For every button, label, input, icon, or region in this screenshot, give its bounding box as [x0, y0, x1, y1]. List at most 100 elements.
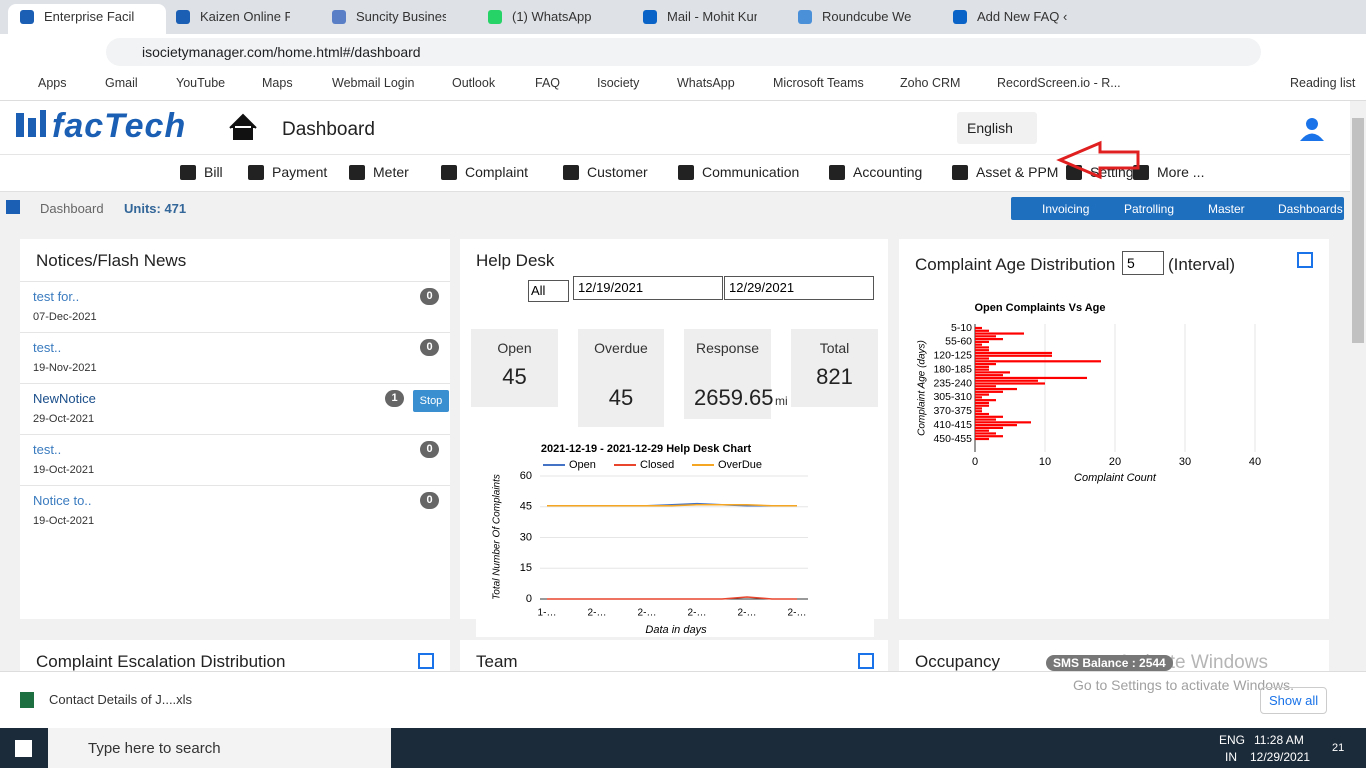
date-to[interactable]: 12/29/2021 — [724, 276, 874, 300]
clock-date: 12/29/2021 — [1250, 750, 1311, 764]
tab-title[interactable]: (1) WhatsApp — [512, 9, 592, 24]
download-file[interactable]: Contact Details of J....xls — [49, 692, 193, 707]
panel-title: Help Desk — [476, 251, 555, 270]
stat-value: 45 — [608, 385, 634, 410]
bookmark[interactable]: Maps — [262, 76, 293, 90]
panel-title: Occupancy — [915, 652, 1001, 671]
notice-link[interactable]: test for.. — [33, 289, 80, 304]
breadcrumb[interactable]: Dashboard — [40, 201, 104, 216]
language-box[interactable] — [957, 112, 1037, 144]
bookmark[interactable]: FAQ — [535, 76, 561, 90]
nav-item[interactable]: Bill — [204, 164, 223, 180]
y-tick-label: 235-240 — [933, 377, 972, 389]
bookmark[interactable]: Microsoft Teams — [773, 76, 864, 90]
tab-title[interactable]: Enterprise Facility — [44, 9, 134, 24]
bar — [975, 343, 982, 346]
quick-link[interactable]: Invoicing — [1042, 202, 1090, 216]
nav-item[interactable]: Payment — [272, 164, 328, 180]
language[interactable]: English — [967, 120, 1013, 136]
nav-item[interactable]: More ... — [1157, 164, 1205, 180]
nav-bar — [0, 155, 1350, 192]
bar — [975, 371, 1010, 374]
quick-link[interactable]: Master — [1208, 202, 1245, 216]
bar — [975, 365, 989, 368]
active-tab[interactable] — [8, 4, 166, 34]
bar — [975, 404, 989, 407]
bar — [975, 349, 989, 352]
tab-title[interactable]: Roundcube Web — [822, 9, 912, 24]
bookmark[interactable]: Gmail — [105, 76, 138, 90]
bar — [975, 362, 996, 366]
lang: ENG — [1219, 733, 1246, 747]
tab-icon — [20, 10, 34, 24]
nav-item[interactable]: Complaint — [465, 164, 529, 180]
nav-item[interactable]: Asset & PPM — [976, 164, 1059, 180]
tab-title[interactable]: Kaizen Online Fac — [200, 9, 290, 24]
bar — [975, 412, 989, 416]
quick-link[interactable]: Patrolling — [1124, 202, 1175, 216]
interval-select[interactable]: 5 — [1122, 251, 1164, 275]
home-icon[interactable] — [229, 113, 257, 140]
tab-title[interactable]: Mail - Mohit Kum — [667, 9, 757, 24]
bookmark[interactable]: Apps — [38, 76, 67, 90]
windows-logo[interactable] — [15, 740, 32, 757]
show-all[interactable]: Show all — [1260, 687, 1328, 714]
nav-item[interactable]: Customer — [587, 164, 648, 180]
notice-link[interactable]: test.. — [33, 442, 62, 457]
bookmark[interactable]: YouTube — [176, 76, 226, 90]
notice-link[interactable]: Notice to.. — [33, 493, 92, 508]
stat-label: Response — [695, 340, 760, 356]
nav-icon — [441, 165, 457, 180]
user-icon[interactable] — [1306, 118, 1318, 130]
scroll-thumb[interactable] — [1352, 118, 1364, 343]
bookmark[interactable]: Zoho CRM — [900, 76, 961, 90]
bookmark[interactable]: Outlook — [452, 76, 496, 90]
filter-select[interactable]: All — [528, 280, 569, 302]
quick-link[interactable]: Dashboards — [1278, 202, 1343, 216]
tab-title[interactable]: Suncity Business — [356, 9, 446, 24]
url[interactable]: isocietymanager.com/home.html#/dashboard — [142, 44, 421, 60]
x-tick-label: 2-… — [638, 608, 657, 619]
y-tick-label: 305-310 — [933, 391, 972, 403]
nav-item[interactable]: Communication — [702, 164, 800, 180]
taskbar-search[interactable] — [48, 728, 391, 768]
panel-title: Team — [476, 652, 518, 671]
tab-title[interactable]: Add New FAQ ‹ F — [977, 9, 1067, 24]
expand-icon[interactable] — [858, 653, 874, 669]
nav-icon — [563, 165, 579, 180]
y-tick-label: 55-60 — [945, 336, 972, 348]
notice-link[interactable]: test.. — [33, 340, 62, 355]
reading-list[interactable]: Reading list — [1290, 76, 1356, 90]
bookmark[interactable]: Isociety — [597, 76, 640, 90]
bookmark[interactable]: RecordScreen.io - R... — [997, 76, 1121, 90]
nav-icon — [248, 165, 264, 180]
bookmark[interactable]: WhatsApp — [677, 76, 735, 90]
tab-strip — [0, 0, 1366, 34]
nav-item[interactable]: Meter — [373, 164, 409, 180]
search-box[interactable]: Type here to search — [88, 740, 221, 757]
bar — [975, 338, 1003, 341]
count-badge: 0 — [420, 441, 439, 458]
panel-title: Notices/Flash News — [36, 251, 187, 270]
expand-icon[interactable] — [418, 653, 434, 669]
chart-title: 2021-12-19 - 2021-12-29 Help Desk Chart — [541, 443, 752, 455]
stat-label: Overdue — [594, 340, 648, 356]
x-axis-label: Data in days — [645, 624, 707, 636]
tab-icon — [176, 10, 190, 24]
tab-icon — [332, 10, 346, 24]
omnibox[interactable] — [106, 38, 1261, 66]
nav-item[interactable]: Accounting — [853, 164, 923, 180]
notice-date: 19-Oct-2021 — [33, 464, 95, 476]
row-divider — [20, 281, 450, 282]
bar — [975, 401, 989, 405]
stop-button[interactable]: Stop — [413, 390, 449, 412]
date-from[interactable]: 12/19/2021 — [573, 276, 723, 300]
bookmark[interactable]: Webmail Login — [332, 76, 415, 90]
expand-icon[interactable] — [1297, 252, 1313, 268]
stat-value: 821 — [816, 364, 853, 389]
x-tick-label: 0 — [972, 456, 978, 468]
y-tick-label: 120-125 — [933, 350, 972, 362]
notice-link[interactable]: NewNotice — [33, 391, 96, 406]
